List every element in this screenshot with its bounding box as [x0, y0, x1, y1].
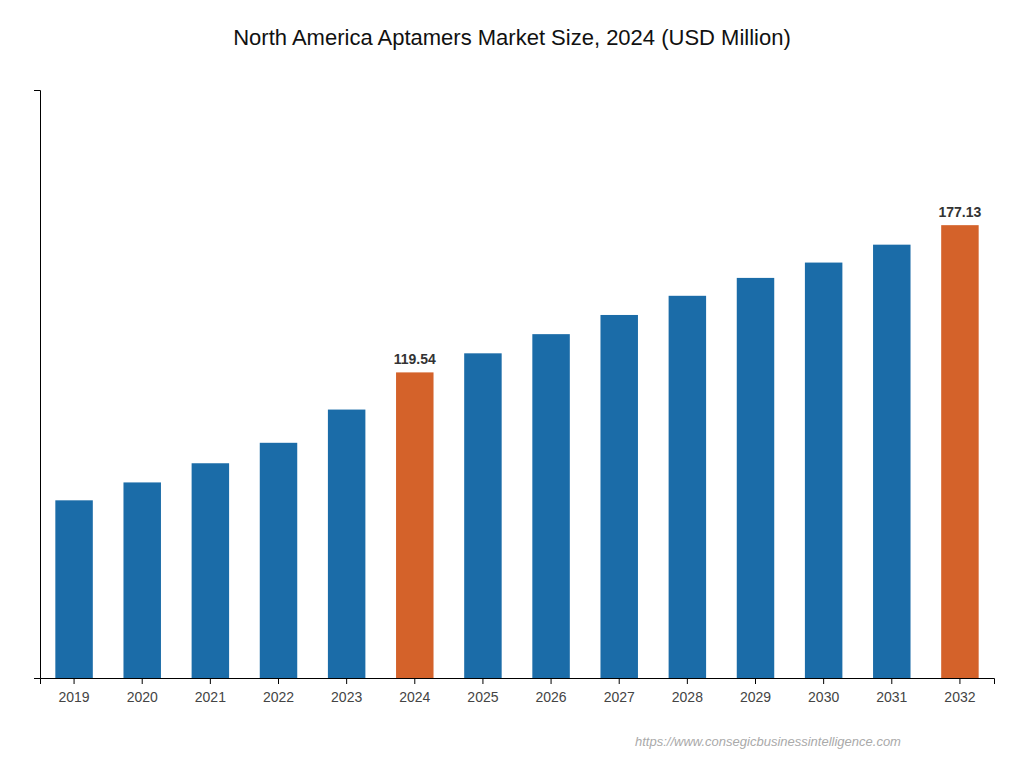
- x-tick: 2024: [399, 678, 430, 705]
- x-tick: 2030: [808, 678, 839, 705]
- y-axis: [34, 91, 41, 679]
- annotation: https://www.consegicbusinessintelligence…: [635, 734, 901, 749]
- x-tick-label: 2028: [672, 689, 703, 705]
- x-tick-mark: [551, 678, 552, 684]
- x-axis-line: [41, 679, 995, 685]
- x-tick-mark: [142, 678, 143, 684]
- x-tick-mark: [74, 678, 75, 684]
- x-tick-mark: [687, 678, 688, 684]
- x-tick-mark: [891, 678, 892, 684]
- x-tick-mark: [619, 678, 620, 684]
- bar: [532, 334, 569, 678]
- x-tick: 2031: [876, 678, 907, 705]
- bar: [123, 482, 160, 678]
- bar: [192, 463, 229, 678]
- x-tick: 2032: [944, 678, 975, 705]
- bar: [260, 443, 297, 678]
- x-tick: 2021: [195, 678, 226, 705]
- x-tick-label: 2023: [331, 689, 362, 705]
- x-tick-label: 2021: [195, 689, 226, 705]
- x-tick: 2026: [535, 678, 566, 705]
- x-tick-mark: [210, 678, 211, 684]
- bar: [669, 296, 706, 678]
- x-tick: 2019: [58, 678, 89, 705]
- x-tick: 2022: [263, 678, 294, 705]
- x-tick-mark: [414, 678, 415, 684]
- bar: [805, 263, 842, 678]
- x-tick-mark: [823, 678, 824, 684]
- bar: [600, 315, 637, 678]
- x-tick-label: 2022: [263, 689, 294, 705]
- data-labels: 119.54 177.13: [394, 204, 982, 367]
- x-axis: 2019 2020 2021 2022 2023 2024 2025 2026 2027 2028…: [41, 678, 995, 705]
- x-tick: 2023: [331, 678, 362, 705]
- x-tick-mark: [482, 678, 483, 684]
- x-tick-label: 2027: [604, 689, 635, 705]
- bars: [55, 225, 978, 678]
- data-label: 119.54: [394, 351, 436, 367]
- bar: [396, 372, 433, 678]
- chart-title: North America Aptamers Market Size, 2024…: [233, 25, 791, 50]
- x-tick-label: 2030: [808, 689, 839, 705]
- x-tick-mark: [346, 678, 347, 684]
- x-tick: 2029: [740, 678, 771, 705]
- x-tick: 2020: [127, 678, 158, 705]
- x-tick: 2027: [604, 678, 635, 705]
- x-tick-mark: [755, 678, 756, 684]
- bar: [328, 410, 365, 678]
- x-tick-label: 2032: [944, 689, 975, 705]
- x-tick-label: 2024: [399, 689, 430, 705]
- x-tick-label: 2025: [467, 689, 498, 705]
- x-tick-label: 2031: [876, 689, 907, 705]
- bar: [873, 245, 910, 678]
- x-tick-label: 2019: [58, 689, 89, 705]
- bar: [941, 225, 978, 678]
- bar: [55, 500, 92, 678]
- data-label: 177.13: [939, 204, 982, 220]
- x-tick: 2028: [672, 678, 703, 705]
- bar: [464, 353, 501, 678]
- chart-svg: North America Aptamers Market Size, 2024…: [0, 0, 1024, 768]
- y-axis-line: [34, 91, 41, 679]
- bar: [737, 278, 774, 678]
- x-tick-label: 2026: [535, 689, 566, 705]
- x-tick: 2025: [467, 678, 498, 705]
- x-tick-mark: [959, 678, 960, 684]
- x-tick-label: 2029: [740, 689, 771, 705]
- x-tick-label: 2020: [127, 689, 158, 705]
- x-tick-mark: [278, 678, 279, 684]
